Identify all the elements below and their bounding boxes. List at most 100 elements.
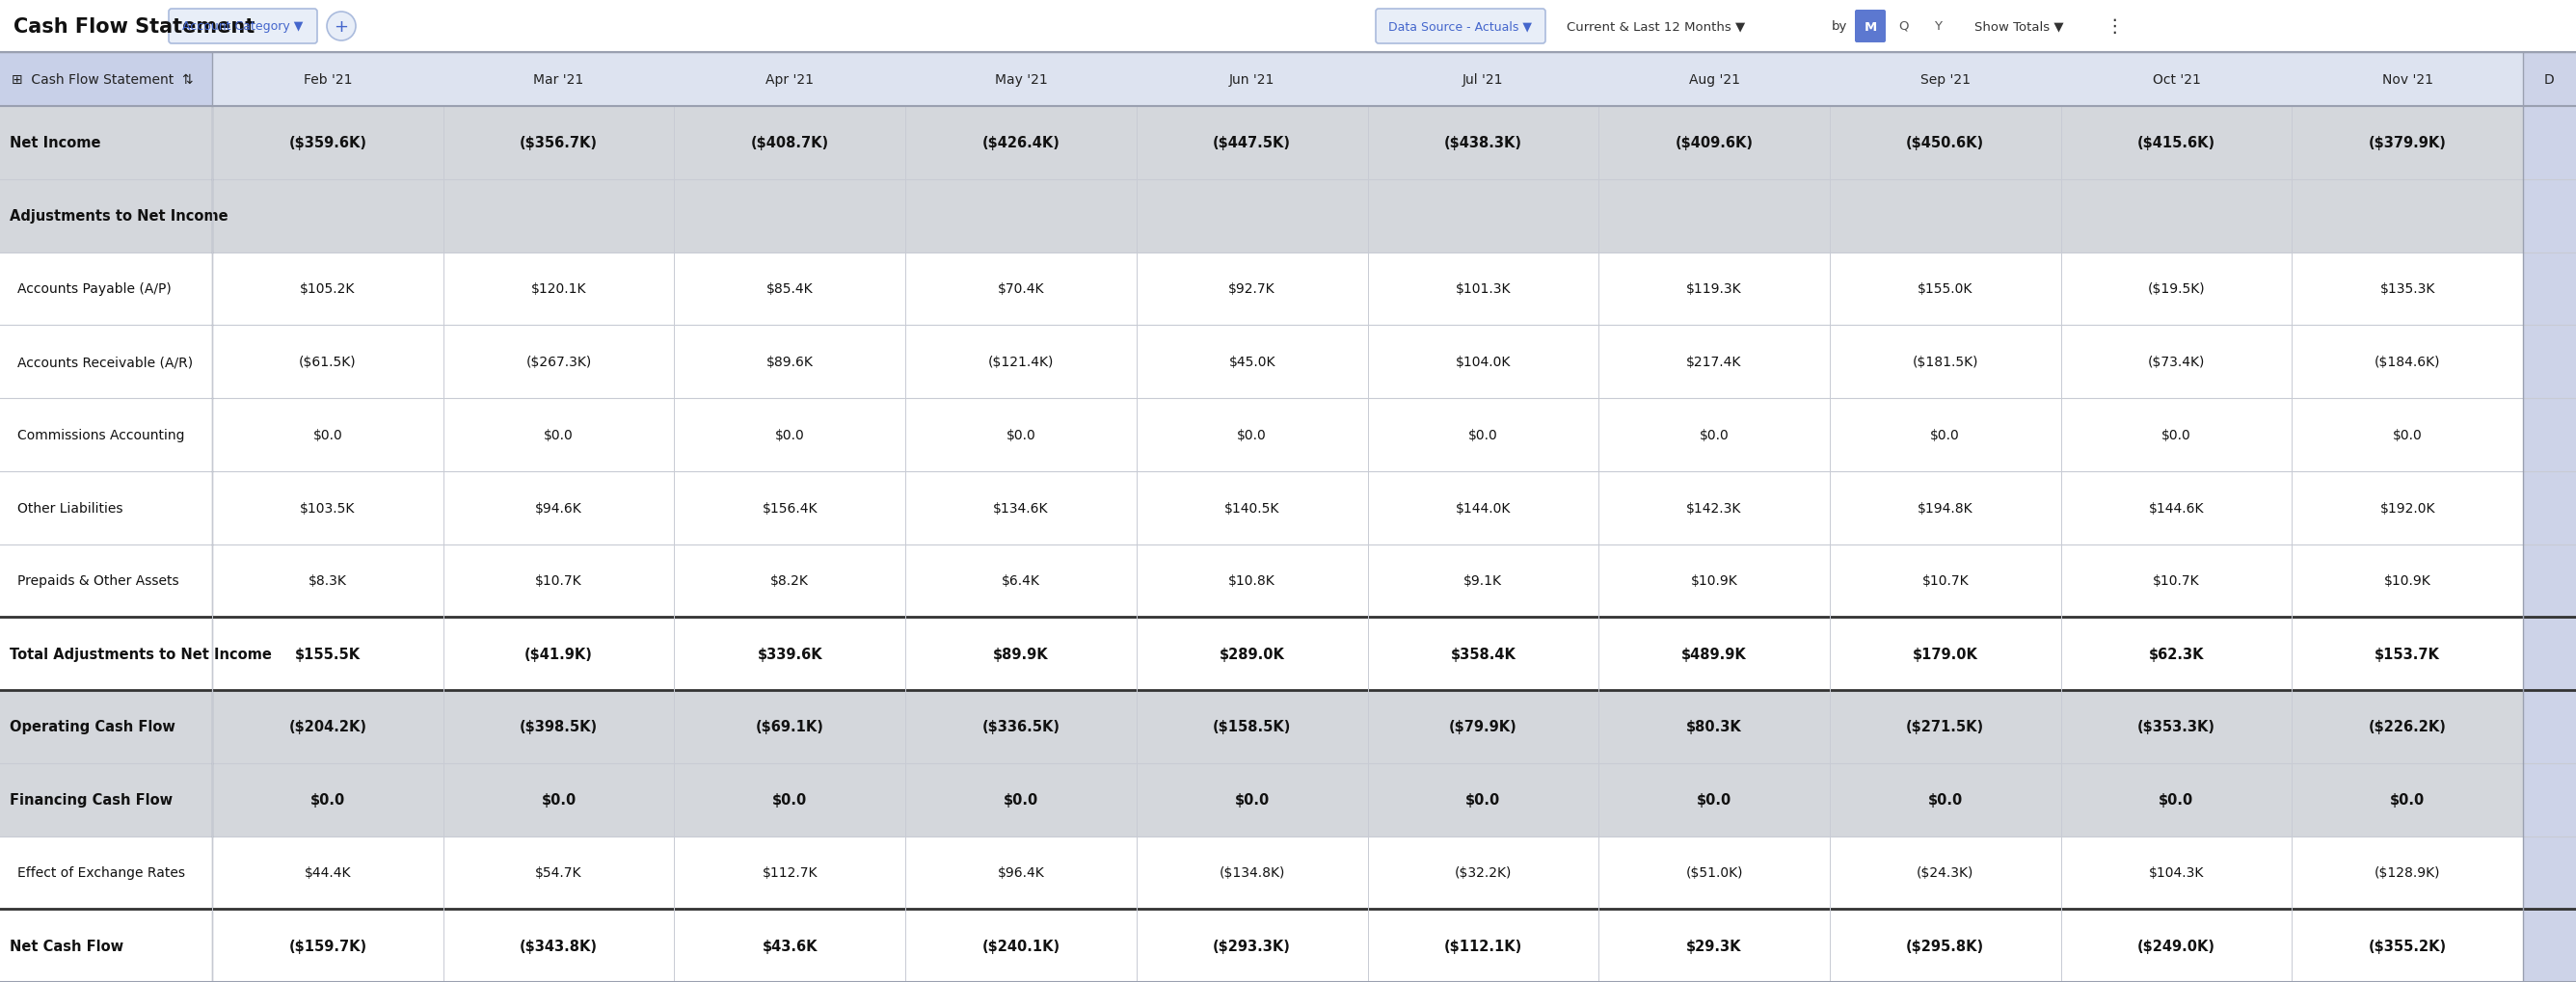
Text: $44.4K: $44.4K (304, 866, 350, 879)
Text: Feb '21: Feb '21 (304, 74, 353, 86)
Bar (2522, 399, 2576, 471)
Text: $10.7K: $10.7K (1922, 574, 1968, 587)
Text: ($379.9K): ($379.9K) (2367, 136, 2447, 150)
FancyBboxPatch shape (167, 10, 317, 44)
Text: $217.4K: $217.4K (1687, 355, 1741, 369)
Text: $43.6K: $43.6K (762, 939, 817, 953)
Text: ($267.3K): ($267.3K) (526, 355, 592, 369)
Text: ($438.3K): ($438.3K) (1445, 136, 1522, 150)
Text: $0.0: $0.0 (2391, 792, 2424, 807)
Text: $0.0: $0.0 (1929, 428, 1960, 442)
Text: $192.0K: $192.0K (2380, 501, 2434, 515)
Text: $0.0: $0.0 (309, 792, 345, 807)
Text: ($447.5K): ($447.5K) (1213, 136, 1291, 150)
Text: $289.0K: $289.0K (1218, 646, 1285, 661)
Text: Jun '21: Jun '21 (1229, 74, 1275, 86)
FancyBboxPatch shape (1376, 10, 1546, 44)
Text: $101.3K: $101.3K (1455, 283, 1510, 296)
Text: ($159.7K): ($159.7K) (289, 939, 366, 953)
Text: $89.9K: $89.9K (994, 646, 1048, 661)
Bar (0, 53, 2576, 107)
Bar (2522, 544, 2576, 618)
Text: $0.0: $0.0 (775, 428, 804, 442)
Bar (0, 763, 2576, 836)
Text: by: by (1832, 21, 1847, 32)
Text: +: + (335, 19, 348, 35)
Text: $0.0: $0.0 (1466, 792, 1502, 807)
Text: $10.9K: $10.9K (1690, 574, 1739, 587)
Text: $119.3K: $119.3K (1687, 283, 1741, 296)
Text: $135.3K: $135.3K (2380, 283, 2434, 296)
Text: $80.3K: $80.3K (1687, 720, 1741, 734)
Bar (0, 399, 2576, 471)
Bar (2522, 326, 2576, 399)
Text: ($19.5K): ($19.5K) (2148, 283, 2205, 296)
Text: Financing Cash Flow: Financing Cash Flow (10, 792, 173, 807)
Text: ($121.4K): ($121.4K) (989, 355, 1054, 369)
Text: Show Totals ▼: Show Totals ▼ (1973, 21, 2063, 32)
Text: ($426.4K): ($426.4K) (981, 136, 1059, 150)
Text: $70.4K: $70.4K (997, 283, 1043, 296)
Text: Nov '21: Nov '21 (2383, 74, 2432, 86)
Text: $0.0: $0.0 (1005, 792, 1038, 807)
Text: ($408.7K): ($408.7K) (750, 136, 829, 150)
Bar (0, 544, 2576, 618)
Text: $96.4K: $96.4K (997, 866, 1043, 879)
FancyBboxPatch shape (1855, 11, 1886, 43)
Text: $155.0K: $155.0K (1917, 283, 1973, 296)
Text: $0.0: $0.0 (1234, 792, 1270, 807)
Text: ($32.2K): ($32.2K) (1455, 866, 1512, 879)
Text: $120.1K: $120.1K (531, 283, 587, 296)
Text: ($73.4K): ($73.4K) (2148, 355, 2205, 369)
Text: $94.6K: $94.6K (536, 501, 582, 515)
Text: $0.0: $0.0 (2159, 792, 2195, 807)
Bar (2522, 471, 2576, 544)
Text: ($353.3K): ($353.3K) (2138, 720, 2215, 734)
Text: $179.0K: $179.0K (1911, 646, 1978, 661)
Text: $29.3K: $29.3K (1687, 939, 1741, 953)
Text: Q: Q (1899, 21, 1909, 32)
Text: ($226.2K): ($226.2K) (2367, 720, 2447, 734)
Text: Data Source - Actuals ▼: Data Source - Actuals ▼ (1388, 21, 1533, 33)
Text: May '21: May '21 (994, 74, 1048, 86)
Text: Jul '21: Jul '21 (1463, 74, 1504, 86)
Text: ($112.1K): ($112.1K) (1445, 939, 1522, 953)
Text: $0.0: $0.0 (2393, 428, 2421, 442)
Text: Account Category ▼: Account Category ▼ (183, 21, 304, 33)
Text: ($41.9K): ($41.9K) (526, 646, 592, 661)
Text: $103.5K: $103.5K (299, 501, 355, 515)
Text: ($24.3K): ($24.3K) (1917, 866, 1973, 879)
Text: Prepaids & Other Assets: Prepaids & Other Assets (18, 574, 178, 587)
Bar (2522, 53, 2576, 107)
Text: $54.7K: $54.7K (536, 866, 582, 879)
Bar (2522, 180, 2576, 252)
Text: ($355.2K): ($355.2K) (2367, 939, 2447, 953)
Text: $0.0: $0.0 (773, 792, 806, 807)
Text: Apr '21: Apr '21 (765, 74, 814, 86)
Text: $10.8K: $10.8K (1229, 574, 1275, 587)
Text: Oct '21: Oct '21 (2154, 74, 2200, 86)
Bar (2522, 252, 2576, 326)
Text: $9.1K: $9.1K (1463, 574, 1502, 587)
Text: Current & Last 12 Months ▼: Current & Last 12 Months ▼ (1566, 21, 1744, 32)
Text: ($184.6K): ($184.6K) (2375, 355, 2439, 369)
Bar (0, 180, 2576, 252)
Text: $155.5K: $155.5K (294, 646, 361, 661)
Text: Mar '21: Mar '21 (533, 74, 585, 86)
Text: ($295.8K): ($295.8K) (1906, 939, 1984, 953)
Text: ($61.5K): ($61.5K) (299, 355, 355, 369)
Text: ($158.5K): ($158.5K) (1213, 720, 1291, 734)
Bar (0, 909, 2576, 982)
Text: ($204.2K): ($204.2K) (289, 720, 366, 734)
Text: Effect of Exchange Rates: Effect of Exchange Rates (18, 866, 185, 879)
Text: $10.9K: $10.9K (2383, 574, 2432, 587)
Bar (2522, 836, 2576, 909)
Text: ($293.3K): ($293.3K) (1213, 939, 1291, 953)
Text: $134.6K: $134.6K (994, 501, 1048, 515)
Text: $10.7K: $10.7K (2154, 574, 2200, 587)
Bar (2522, 618, 2576, 690)
Text: ($398.5K): ($398.5K) (520, 720, 598, 734)
Text: Accounts Payable (A/P): Accounts Payable (A/P) (18, 283, 173, 296)
Text: ($409.6K): ($409.6K) (1674, 136, 1754, 150)
Text: ($249.0K): ($249.0K) (2138, 939, 2215, 953)
